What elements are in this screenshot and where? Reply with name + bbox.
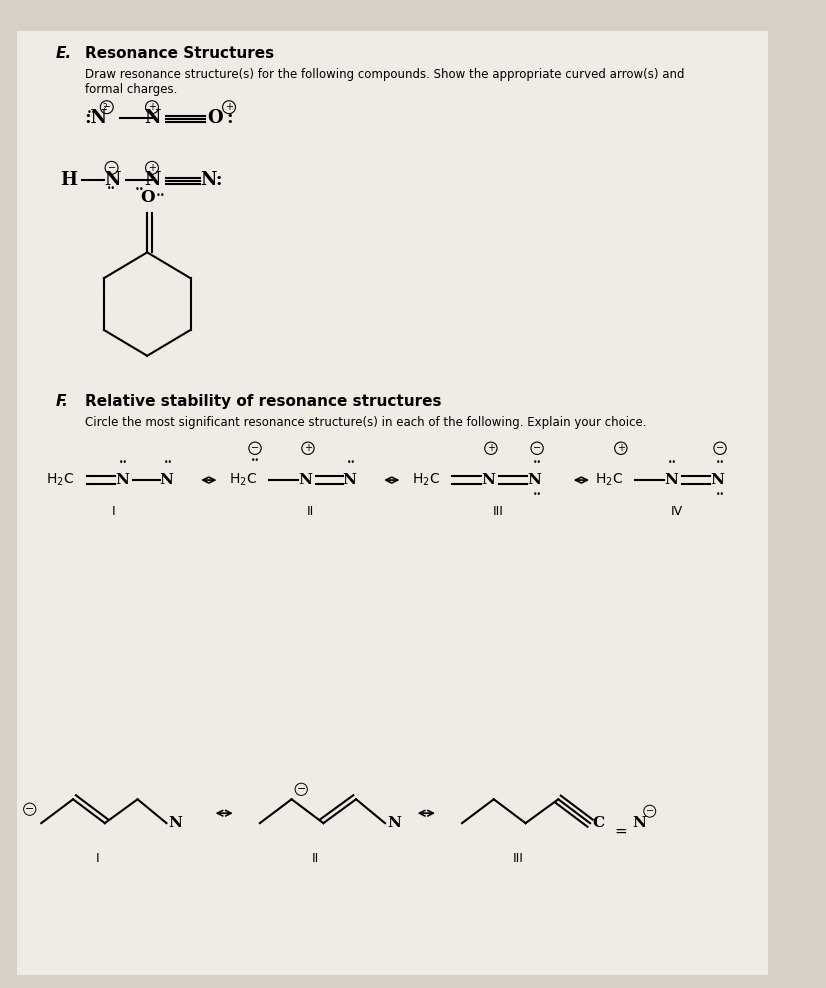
- Text: N: N: [144, 171, 160, 189]
- Text: Resonance Structures: Resonance Structures: [84, 45, 273, 60]
- Text: −: −: [107, 163, 116, 173]
- Text: Circle the most significant resonance structure(s) in each of the following. Exp: Circle the most significant resonance st…: [84, 416, 646, 430]
- Text: formal charges.: formal charges.: [84, 83, 177, 96]
- Text: O: O: [140, 189, 154, 206]
- Text: C: C: [592, 816, 604, 830]
- Text: ••: ••: [135, 185, 145, 195]
- Text: ••: ••: [715, 457, 724, 466]
- Text: N: N: [104, 171, 121, 189]
- Text: N: N: [144, 109, 160, 127]
- Text: F.: F.: [55, 393, 69, 409]
- Text: H: H: [60, 171, 78, 189]
- Text: N: N: [710, 473, 724, 487]
- Text: ••: ••: [533, 490, 542, 500]
- Text: N: N: [633, 816, 646, 830]
- Text: H$_2$C: H$_2$C: [412, 472, 440, 488]
- Text: II: II: [312, 853, 320, 865]
- Text: N: N: [664, 473, 678, 487]
- Text: −: −: [533, 444, 541, 453]
- Text: ••: ••: [119, 457, 128, 466]
- Text: −: −: [251, 444, 259, 453]
- Text: N:: N:: [200, 171, 223, 189]
- Text: E.: E.: [55, 45, 72, 60]
- Text: :N: :N: [84, 109, 107, 127]
- Text: IV: IV: [671, 506, 683, 519]
- Text: N: N: [298, 473, 312, 487]
- Text: N: N: [387, 816, 401, 830]
- Text: +: +: [148, 102, 156, 113]
- Text: H$_2$C: H$_2$C: [229, 472, 257, 488]
- Text: ••: ••: [533, 457, 542, 466]
- Text: −: −: [25, 804, 35, 814]
- Text: ••: ••: [667, 457, 676, 466]
- Text: H$_2$C: H$_2$C: [46, 472, 74, 488]
- Text: :: :: [226, 109, 233, 127]
- Text: −: −: [102, 102, 111, 113]
- Text: N: N: [482, 473, 495, 487]
- Text: I: I: [112, 506, 116, 519]
- Text: H$_2$C: H$_2$C: [595, 472, 623, 488]
- Text: N: N: [343, 473, 357, 487]
- Text: ••: ••: [107, 184, 116, 194]
- Text: ••: ••: [87, 108, 97, 117]
- Text: ••: ••: [250, 455, 259, 464]
- Text: N: N: [116, 473, 130, 487]
- Text: =: =: [614, 824, 627, 839]
- Text: N: N: [169, 816, 183, 830]
- Text: +: +: [304, 444, 312, 453]
- Text: ••: ••: [715, 490, 724, 500]
- Text: ••: ••: [347, 457, 356, 466]
- Text: −: −: [297, 784, 306, 794]
- Text: +: +: [225, 102, 233, 113]
- Text: −: −: [716, 444, 724, 453]
- Text: +: +: [617, 444, 624, 453]
- Text: III: III: [493, 506, 504, 519]
- Text: +: +: [148, 163, 156, 173]
- Text: III: III: [512, 853, 524, 865]
- Text: −: −: [646, 806, 654, 816]
- Text: Relative stability of resonance structures: Relative stability of resonance structur…: [84, 393, 441, 409]
- Text: O: O: [206, 109, 222, 127]
- Text: +: +: [487, 444, 495, 453]
- Text: N: N: [528, 473, 541, 487]
- Text: I: I: [95, 853, 99, 865]
- Text: ••: ••: [164, 457, 173, 466]
- Text: N: N: [159, 473, 173, 487]
- Text: ••: ••: [156, 192, 165, 201]
- Text: Draw resonance structure(s) for the following compounds. Show the appropriate cu: Draw resonance structure(s) for the foll…: [84, 68, 684, 81]
- Text: II: II: [307, 506, 315, 519]
- FancyBboxPatch shape: [17, 31, 768, 975]
- Text: 2: 2: [103, 103, 107, 112]
